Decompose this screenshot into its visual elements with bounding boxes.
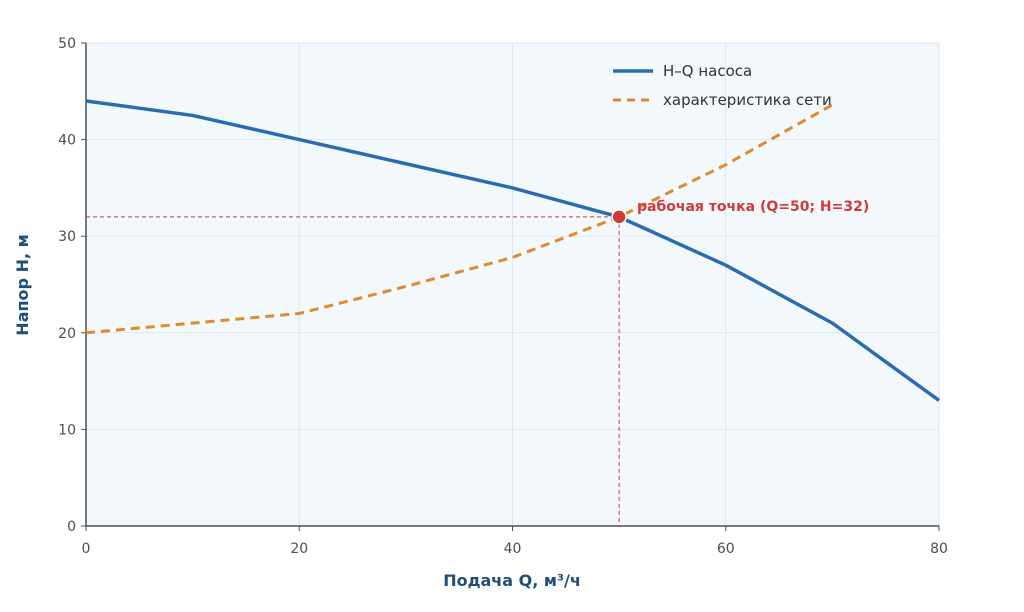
y-tick-label: 30 bbox=[58, 229, 76, 245]
x-tick-label: 60 bbox=[717, 541, 735, 557]
legend-label-network: характеристика сети bbox=[663, 91, 832, 109]
grid bbox=[86, 42, 940, 526]
legend: H–Q насоса характеристика сети bbox=[613, 62, 832, 109]
x-tick-label: 20 bbox=[290, 541, 308, 557]
operating-point-reference-lines bbox=[86, 216, 620, 526]
y-ticks: 0 10 20 30 40 50 bbox=[58, 36, 86, 535]
operating-point-label: рабочая точка (Q=50; H=32) bbox=[637, 199, 869, 215]
x-ticks: 0 20 40 60 80 bbox=[82, 526, 948, 557]
x-tick-label: 80 bbox=[930, 541, 948, 557]
legend-label-pump: H–Q насоса bbox=[663, 62, 752, 80]
x-tick-label: 40 bbox=[504, 541, 522, 557]
series-line-network bbox=[85, 103, 834, 335]
y-tick-label: 40 bbox=[58, 133, 76, 149]
series-line-pump bbox=[85, 99, 941, 402]
operating-point bbox=[611, 209, 627, 225]
series bbox=[85, 99, 941, 402]
operating-point-marker bbox=[611, 209, 627, 225]
y-tick-label: 20 bbox=[58, 326, 76, 342]
y-tick-label: 0 bbox=[67, 519, 76, 535]
x-axis-title: Подача Q, м³/ч bbox=[443, 571, 581, 590]
y-tick-label: 50 bbox=[58, 36, 76, 52]
y-axis-title: Напор H, м bbox=[13, 234, 32, 335]
y-tick-label: 10 bbox=[58, 422, 76, 438]
x-tick-label: 0 bbox=[82, 541, 91, 557]
